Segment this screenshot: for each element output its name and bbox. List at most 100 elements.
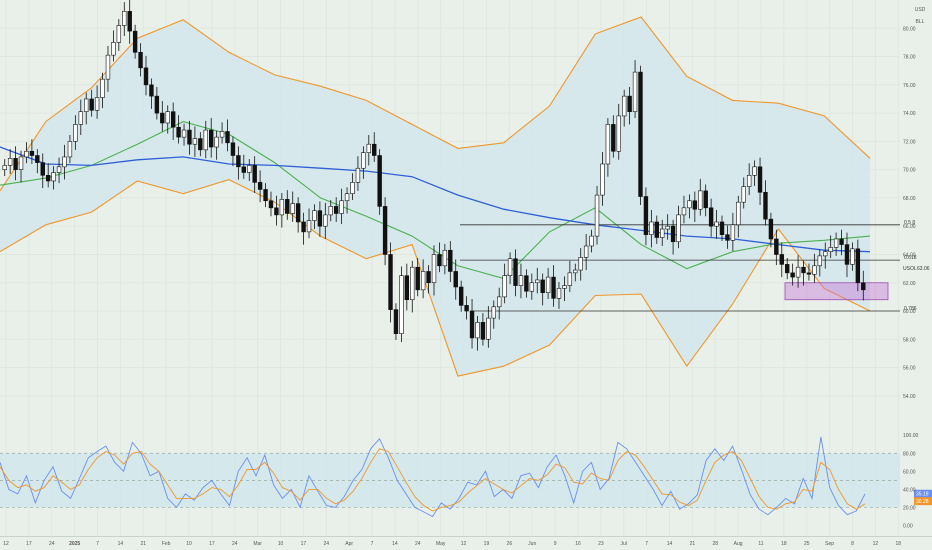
date-tick-label: 19 [484, 541, 490, 547]
symbol-short-label: BLL [916, 19, 925, 25]
candle-body [583, 245, 589, 258]
candle-body [306, 220, 312, 233]
candle-body [535, 279, 540, 284]
candle-body [149, 84, 154, 97]
candle-body [127, 11, 132, 32]
candle-body [366, 143, 371, 153]
candle-body [67, 141, 73, 158]
candle-body [420, 271, 426, 291]
candle-body [518, 275, 524, 286]
candle-body [372, 143, 377, 156]
candle-body [62, 156, 67, 168]
candle-body [442, 249, 448, 267]
candle-body [415, 266, 420, 291]
candle-body [382, 206, 388, 255]
candle-body [469, 310, 475, 339]
candle-body [7, 158, 13, 166]
bollinger-upper-line [0, 16, 871, 192]
candle-body [545, 276, 551, 293]
candle-body [377, 155, 382, 207]
candle-body [556, 288, 562, 299]
candle-body [143, 67, 149, 86]
candle-body [437, 254, 442, 267]
long-ma-line [0, 146, 871, 253]
candle-body [192, 138, 198, 145]
candle-body [170, 111, 176, 128]
candle-body [274, 207, 279, 216]
candle-body [45, 175, 51, 182]
candle-body [84, 98, 89, 112]
candle-body [605, 124, 611, 165]
candle-body [638, 71, 643, 197]
date-tick-label: 2025 [69, 541, 80, 547]
date-tick-label: Aug [734, 541, 743, 547]
candle-body [589, 235, 594, 247]
date-tick-label: 21 [140, 541, 146, 547]
candle-body [301, 221, 306, 233]
candle-body [285, 199, 290, 214]
date-tick-label: 26 [507, 541, 513, 547]
candle-body [295, 203, 301, 223]
candle-body [100, 78, 105, 98]
date-tick-label: 10 [186, 541, 192, 547]
candle-body [132, 30, 138, 53]
candle-body [790, 272, 795, 278]
price-tick-label: 72.00 [903, 139, 916, 145]
candle-body [388, 254, 393, 310]
candle-body [257, 182, 263, 190]
candle-body [497, 296, 502, 308]
candle-body [785, 264, 790, 274]
candle-body [56, 166, 62, 173]
price-tick-label: 58.00 [903, 337, 916, 343]
candle-body [268, 200, 274, 209]
stoch-tick-label: 20.00 [903, 505, 916, 511]
candle-body [855, 248, 861, 284]
candle-body [263, 189, 268, 202]
candle-body [160, 112, 165, 124]
last-price-symbol: USOL [903, 266, 917, 272]
candle-body [573, 269, 578, 274]
candle-body [687, 200, 692, 209]
price-tick-label: 78.00 [903, 55, 916, 61]
price-tick-label: 54.00 [903, 394, 916, 400]
candle-body [73, 124, 78, 142]
stoch-value-label: 35.19 [916, 492, 929, 498]
candle-body [513, 258, 518, 286]
candle-body [339, 200, 344, 214]
candle-body [78, 111, 83, 125]
candle-body [361, 152, 366, 169]
candle-body [670, 225, 676, 243]
candle-body [763, 191, 768, 220]
candle-body [35, 155, 40, 163]
date-tick-label: 25 [804, 541, 810, 547]
bollinger-lower-line [0, 179, 871, 377]
candle-body [540, 279, 545, 293]
stoch-value-tag [914, 489, 932, 498]
candle-body [138, 52, 143, 69]
candle-body [290, 203, 295, 214]
candle-body [708, 207, 714, 227]
candle-body [611, 124, 616, 152]
candle-body [122, 11, 127, 26]
candle-body [524, 275, 529, 292]
candle-body [219, 131, 225, 138]
date-tick-label: 17 [301, 541, 307, 547]
date-tick-label: 24 [49, 541, 55, 547]
candle-body [649, 221, 654, 235]
candle-body [350, 182, 355, 194]
candle-body [654, 221, 659, 238]
date-tick-label: 17 [209, 541, 215, 547]
price-pane[interactable]: 0.5 β 0.618 0.786 USOL 63.06 [0, 0, 930, 377]
middle-ma-line [0, 121, 871, 280]
date-tick-label: 12 [873, 541, 879, 547]
candle-body [594, 194, 600, 237]
date-tick-label: 18 [781, 541, 787, 547]
price-tick-label: 76.00 [903, 83, 916, 89]
date-tick-label: Jul [621, 541, 627, 547]
candle-body [746, 175, 752, 187]
fib-level-label: 0.5 β [904, 220, 915, 226]
time-axis[interactable]: 12 17 24 2025 7 14 21 Feb 10 17 24 Mar 10 17 24 Apr 7 14 2… [3, 541, 901, 547]
price-axis[interactable]: 80.00 78.00 76.00 74.00 72.00 70.00 68.00 66.00… [903, 26, 919, 529]
